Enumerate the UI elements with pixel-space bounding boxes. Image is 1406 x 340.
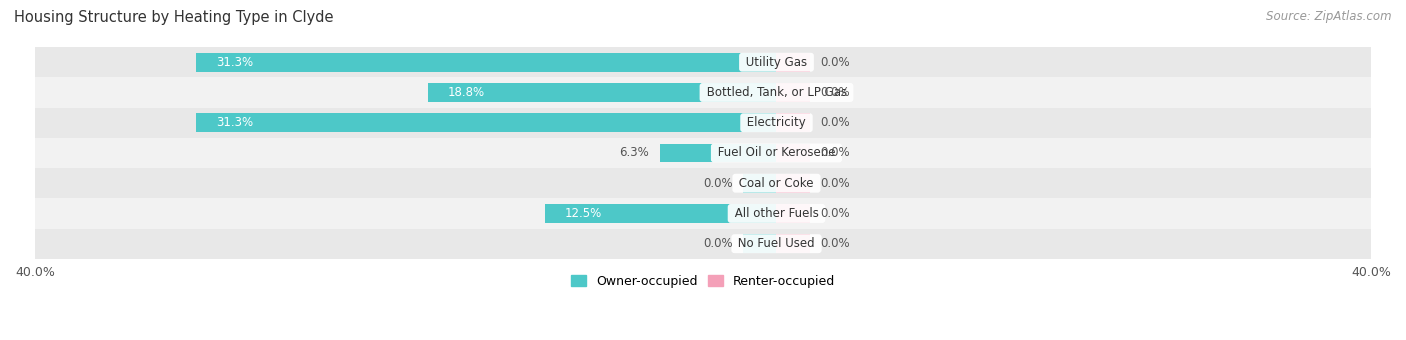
Text: 31.3%: 31.3% — [217, 56, 253, 69]
Text: 6.3%: 6.3% — [619, 147, 650, 159]
Text: Utility Gas: Utility Gas — [742, 56, 811, 69]
Text: All other Fuels: All other Fuels — [731, 207, 823, 220]
Bar — [776, 204, 810, 223]
Text: 31.3%: 31.3% — [217, 116, 253, 129]
Text: 0.0%: 0.0% — [821, 177, 851, 190]
Bar — [659, 143, 776, 162]
Bar — [197, 113, 776, 132]
Text: 12.5%: 12.5% — [565, 207, 602, 220]
Text: Electricity: Electricity — [744, 116, 810, 129]
Bar — [35, 78, 1371, 107]
Bar — [197, 53, 776, 72]
Text: 18.8%: 18.8% — [449, 86, 485, 99]
Text: Fuel Oil or Kerosene: Fuel Oil or Kerosene — [714, 147, 839, 159]
Bar — [35, 168, 1371, 198]
Bar — [776, 113, 810, 132]
Text: Bottled, Tank, or LP Gas: Bottled, Tank, or LP Gas — [703, 86, 851, 99]
Text: Coal or Coke: Coal or Coke — [735, 177, 818, 190]
Bar — [35, 198, 1371, 228]
Bar — [427, 83, 776, 102]
Bar — [776, 83, 810, 102]
Text: 0.0%: 0.0% — [821, 207, 851, 220]
Bar — [776, 143, 810, 162]
Bar — [35, 228, 1371, 259]
Legend: Owner-occupied, Renter-occupied: Owner-occupied, Renter-occupied — [567, 270, 839, 293]
Text: 0.0%: 0.0% — [821, 86, 851, 99]
Bar — [744, 174, 776, 192]
Text: 0.0%: 0.0% — [703, 237, 733, 250]
Bar — [35, 47, 1371, 78]
Text: 0.0%: 0.0% — [821, 56, 851, 69]
Text: No Fuel Used: No Fuel Used — [734, 237, 818, 250]
Text: 0.0%: 0.0% — [821, 147, 851, 159]
Text: 0.0%: 0.0% — [703, 177, 733, 190]
Bar — [544, 204, 776, 223]
Text: Source: ZipAtlas.com: Source: ZipAtlas.com — [1267, 10, 1392, 23]
Text: 0.0%: 0.0% — [821, 237, 851, 250]
Bar — [776, 174, 810, 192]
Bar — [776, 53, 810, 72]
Bar — [35, 107, 1371, 138]
Text: 0.0%: 0.0% — [821, 116, 851, 129]
Text: Housing Structure by Heating Type in Clyde: Housing Structure by Heating Type in Cly… — [14, 10, 333, 25]
Bar — [744, 234, 776, 253]
Bar — [35, 138, 1371, 168]
Bar — [776, 234, 810, 253]
